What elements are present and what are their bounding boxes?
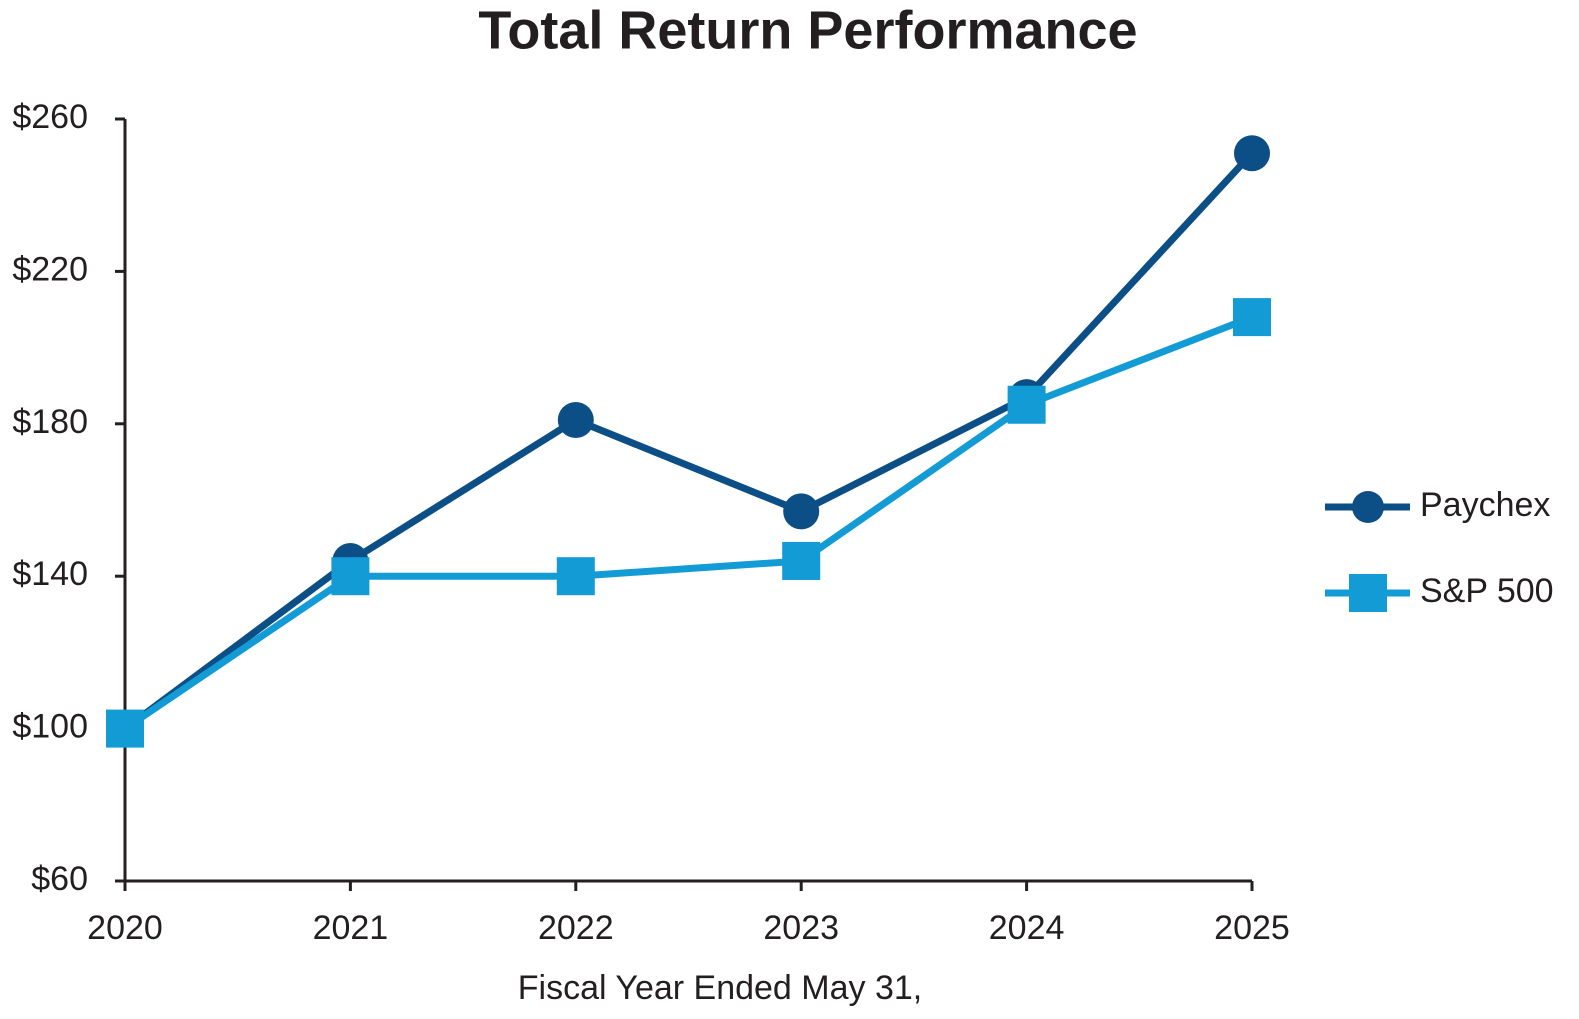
series-line <box>122 150 1255 732</box>
data-point <box>331 557 370 596</box>
legend-label: S&P 500 <box>1420 572 1554 610</box>
x-axis-label: Fiscal Year Ended May 31, <box>518 969 922 1007</box>
y-tick-label: $220 <box>12 250 88 288</box>
x-tick-label: 2023 <box>763 909 839 947</box>
y-tick-label: $180 <box>12 403 88 441</box>
x-tick-label: 2024 <box>989 909 1065 947</box>
data-point <box>1007 385 1046 424</box>
series-line <box>123 313 1254 732</box>
data-point <box>556 557 595 596</box>
y-tick-label: $260 <box>12 98 88 136</box>
legend-marker <box>1352 491 1384 523</box>
y-tick-label: $60 <box>31 860 88 898</box>
data-point <box>557 401 594 438</box>
legend-marker <box>1349 574 1387 612</box>
data-point <box>783 493 820 530</box>
chart-title: Total Return Performance <box>478 0 1137 60</box>
x-tick-label: 2022 <box>538 909 614 947</box>
data-point <box>1233 298 1271 337</box>
y-tick-label: $100 <box>12 708 88 746</box>
legend-label: Paychex <box>1420 486 1550 524</box>
y-tick-label: $140 <box>12 555 88 593</box>
x-tick-label: 2025 <box>1214 909 1290 947</box>
x-tick-label: 2020 <box>87 909 163 947</box>
data-point <box>106 709 144 748</box>
data-point <box>782 541 821 580</box>
x-tick-label: 2021 <box>313 909 389 947</box>
data-point <box>1234 135 1270 172</box>
